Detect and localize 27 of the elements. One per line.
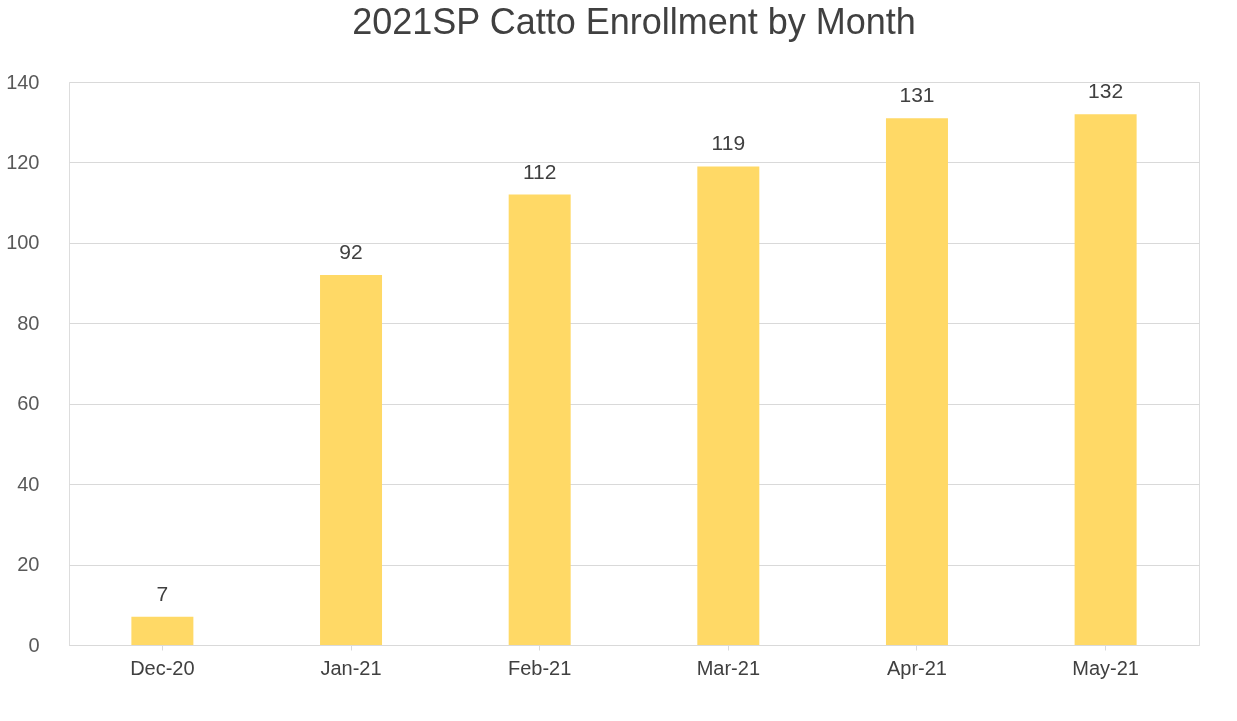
- bar: [885, 118, 948, 645]
- y-tick-label: 100: [6, 231, 40, 254]
- bar: [320, 275, 383, 645]
- y-tick-label: 140: [6, 70, 40, 93]
- data-label: 7: [156, 581, 169, 605]
- y-tick-label: 20: [17, 553, 40, 576]
- data-label: 92: [339, 240, 363, 264]
- data-label: 132: [1088, 79, 1124, 103]
- data-label: 131: [899, 83, 935, 107]
- bar: [131, 616, 194, 645]
- x-tick-label: Mar-21: [696, 656, 760, 679]
- chart-title: 2021SP Catto Enrollment by Month: [352, 1, 916, 42]
- bar: [508, 194, 571, 645]
- y-tick-label: 120: [6, 150, 40, 173]
- y-tick-label: 0: [28, 633, 40, 656]
- x-tick-label: Dec-20: [130, 656, 195, 679]
- x-tick-label: May-21: [1072, 656, 1139, 679]
- x-tick-label: Feb-21: [507, 656, 572, 679]
- x-tick-label: Jan-21: [320, 656, 382, 679]
- y-tick-label: 80: [17, 311, 40, 334]
- data-label: 112: [522, 159, 557, 183]
- x-tick-label: Apr-21: [886, 656, 947, 679]
- y-tick-label: 40: [17, 472, 40, 495]
- y-tick-label: 60: [17, 392, 40, 415]
- bar: [697, 166, 760, 645]
- data-label: 119: [711, 131, 746, 155]
- bar: [1074, 114, 1137, 645]
